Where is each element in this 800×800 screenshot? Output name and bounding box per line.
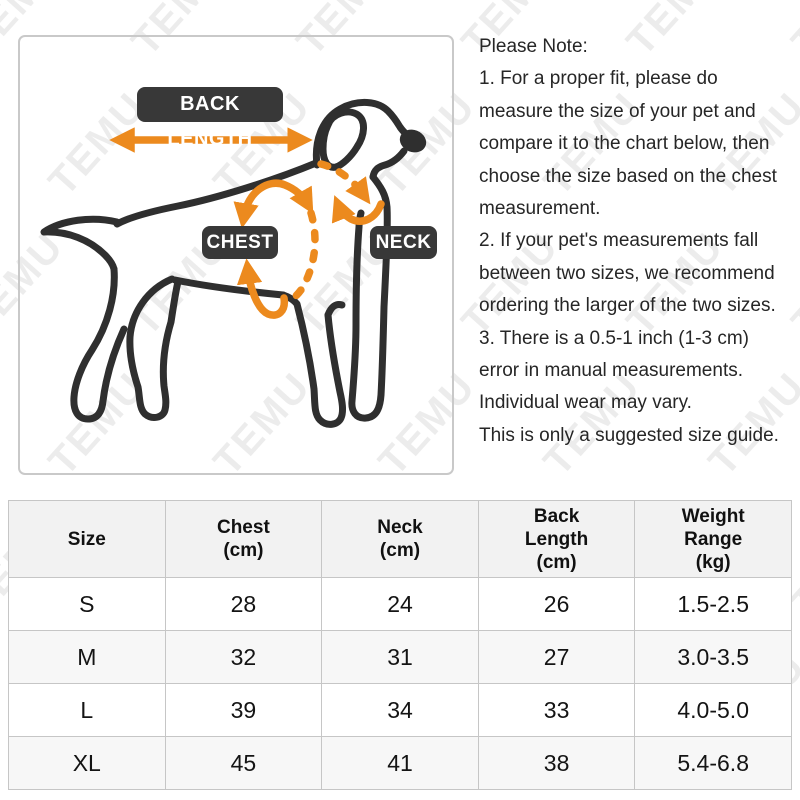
dog-ear	[319, 108, 367, 171]
cell-neck: 31	[321, 630, 479, 684]
please-note-text: Please Note: 1. For a proper fit, please…	[479, 31, 800, 452]
table-row-m: M 32 31 27 3.0-3.5	[8, 630, 792, 684]
cell-size: L	[8, 683, 166, 737]
cell-back-length: 26	[477, 577, 636, 631]
back-length-label: BACK LENGTH	[137, 87, 283, 150]
dog-tail	[40, 215, 121, 273]
size-table-header-row: Size Chest (cm) Neck (cm) Back Length (c…	[8, 500, 792, 578]
cell-size: M	[8, 630, 166, 684]
header-neck: Neck (cm)	[321, 500, 479, 578]
table-row-s: S 28 24 26 1.5-2.5	[8, 577, 792, 631]
chest-label: CHEST	[202, 226, 278, 259]
dog-measurement-diagram: BACK LENGTH CHEST NECK	[18, 35, 454, 475]
dog-muzzle-line	[369, 147, 408, 181]
chest-bottom-arc-arrow	[236, 258, 289, 319]
cell-neck: 24	[321, 577, 479, 631]
dog-front-near-leg	[279, 291, 347, 428]
chest-girth-dashed-line	[282, 209, 319, 307]
neck-label: NECK	[370, 226, 437, 259]
header-size: Size	[8, 500, 166, 578]
table-row-l: L 39 34 33 4.0-5.0	[8, 683, 792, 737]
dog-rear-far-leg	[70, 265, 128, 423]
dog-back-line	[113, 159, 320, 228]
cell-weight: 5.4-6.8	[634, 736, 792, 790]
size-table: Size Chest (cm) Neck (cm) Back Length (c…	[8, 500, 792, 790]
note-line: measure the size of your pet and	[479, 100, 756, 122]
cell-weight: 3.0-3.5	[634, 630, 792, 684]
cell-back-length: 38	[477, 736, 636, 790]
header-weight-range: Weight Range (kg)	[634, 500, 792, 578]
cell-neck: 34	[321, 683, 479, 737]
dog-outline-illustration	[40, 99, 427, 428]
header-chest: Chest (cm)	[164, 500, 323, 578]
cell-chest: 39	[164, 683, 323, 737]
cell-chest: 32	[164, 630, 323, 684]
cell-size: XL	[8, 736, 166, 790]
cell-weight: 4.0-5.0	[634, 683, 792, 737]
cell-back-length: 33	[477, 683, 636, 737]
note-line: between two sizes, we recommend	[479, 262, 775, 284]
cell-chest: 45	[164, 736, 323, 790]
neck-girth-dashed-line	[317, 160, 371, 205]
note-line: Please Note:	[479, 36, 588, 57]
note-line: 1. For a proper fit, please do	[479, 68, 718, 90]
dog-rear-near-leg	[126, 275, 182, 421]
table-row-xl: XL 45 41 38 5.4-6.8	[8, 736, 792, 790]
dog-body-outline	[40, 99, 410, 428]
note-line: compare it to the chart below, then	[479, 133, 770, 155]
note-line: choose the size based on the chest	[479, 165, 777, 187]
note-line: This is only a suggested size guide.	[479, 424, 779, 446]
note-line: measurement.	[479, 198, 601, 220]
note-line: 2. If your pet's measurements fall	[479, 230, 759, 252]
cell-chest: 28	[164, 577, 323, 631]
note-line: 3. There is a 0.5-1 inch (1-3 cm)	[479, 327, 749, 349]
dog-belly-line	[171, 276, 287, 299]
note-line: ordering the larger of the two sizes.	[479, 295, 776, 317]
header-back-length: Back Length (cm)	[477, 500, 636, 578]
dog-nose	[399, 129, 427, 153]
cell-weight: 1.5-2.5	[634, 577, 792, 631]
cell-size: S	[8, 577, 166, 631]
cell-neck: 41	[321, 736, 479, 790]
note-line: Individual wear may vary.	[479, 392, 692, 414]
neck-bottom-arc-arrow	[331, 195, 385, 225]
cell-back-length: 27	[477, 630, 636, 684]
dog-chest-v	[324, 301, 346, 319]
chest-top-arc-arrow	[233, 179, 314, 229]
measurement-arrows	[109, 127, 385, 319]
note-line: error in manual measurements.	[479, 360, 743, 382]
dog-front-far-leg	[348, 173, 391, 422]
